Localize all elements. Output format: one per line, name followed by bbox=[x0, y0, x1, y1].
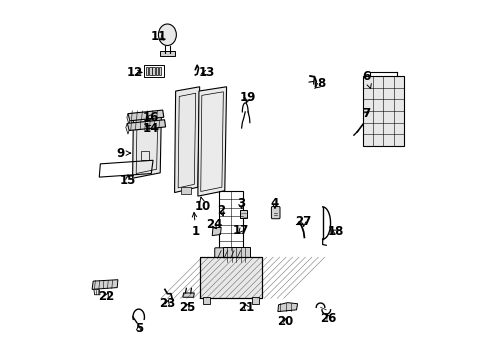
Bar bbox=[251, 297, 258, 304]
FancyBboxPatch shape bbox=[240, 260, 245, 267]
Text: 26: 26 bbox=[320, 311, 336, 325]
Polygon shape bbox=[92, 280, 118, 289]
Polygon shape bbox=[127, 120, 165, 131]
Polygon shape bbox=[174, 87, 199, 193]
Polygon shape bbox=[125, 123, 129, 134]
Text: 8: 8 bbox=[314, 77, 325, 90]
Bar bbox=[203, 297, 210, 304]
Text: 25: 25 bbox=[179, 301, 195, 314]
Text: 14: 14 bbox=[143, 122, 159, 135]
Bar bbox=[140, 151, 149, 160]
Text: 22: 22 bbox=[98, 290, 114, 303]
Bar bbox=[223, 247, 249, 262]
Text: 19: 19 bbox=[240, 91, 256, 104]
Text: 4: 4 bbox=[270, 197, 279, 210]
Text: 10: 10 bbox=[195, 197, 211, 213]
Text: 3: 3 bbox=[236, 197, 244, 210]
Text: 16: 16 bbox=[143, 111, 159, 124]
Text: 27: 27 bbox=[295, 215, 311, 228]
Bar bbox=[145, 67, 148, 75]
Polygon shape bbox=[94, 289, 100, 295]
Bar bbox=[199, 257, 262, 298]
Bar bbox=[362, 76, 403, 146]
Text: 1: 1 bbox=[192, 212, 200, 238]
Text: 12: 12 bbox=[127, 66, 143, 79]
FancyBboxPatch shape bbox=[217, 258, 222, 266]
Bar bbox=[160, 51, 174, 56]
Bar bbox=[199, 257, 262, 298]
Bar bbox=[152, 67, 155, 75]
Text: 2: 2 bbox=[217, 204, 225, 217]
FancyBboxPatch shape bbox=[222, 260, 227, 267]
Bar bbox=[219, 191, 242, 250]
Bar bbox=[149, 67, 151, 75]
Text: 18: 18 bbox=[327, 225, 344, 238]
Text: 9: 9 bbox=[117, 147, 130, 159]
FancyBboxPatch shape bbox=[271, 207, 280, 219]
Ellipse shape bbox=[158, 24, 176, 45]
Polygon shape bbox=[212, 227, 221, 235]
Text: 11: 11 bbox=[150, 30, 166, 43]
Bar bbox=[155, 67, 158, 75]
Polygon shape bbox=[132, 116, 161, 178]
Text: 7: 7 bbox=[362, 107, 370, 120]
Bar bbox=[144, 65, 163, 77]
Text: 20: 20 bbox=[277, 315, 293, 328]
Text: 23: 23 bbox=[159, 297, 175, 310]
Text: 6: 6 bbox=[362, 69, 370, 89]
Text: 5: 5 bbox=[134, 322, 142, 335]
Text: 17: 17 bbox=[232, 224, 248, 237]
Bar bbox=[159, 67, 161, 75]
Bar bbox=[240, 211, 246, 219]
Bar bbox=[180, 187, 191, 194]
Text: 24: 24 bbox=[205, 218, 222, 231]
Polygon shape bbox=[198, 87, 226, 196]
FancyBboxPatch shape bbox=[214, 248, 245, 260]
Polygon shape bbox=[126, 114, 129, 125]
Polygon shape bbox=[128, 110, 163, 121]
Text: 21: 21 bbox=[238, 301, 254, 314]
Polygon shape bbox=[183, 293, 194, 297]
Polygon shape bbox=[277, 303, 297, 312]
Text: 13: 13 bbox=[198, 66, 215, 79]
Text: 15: 15 bbox=[120, 174, 136, 186]
